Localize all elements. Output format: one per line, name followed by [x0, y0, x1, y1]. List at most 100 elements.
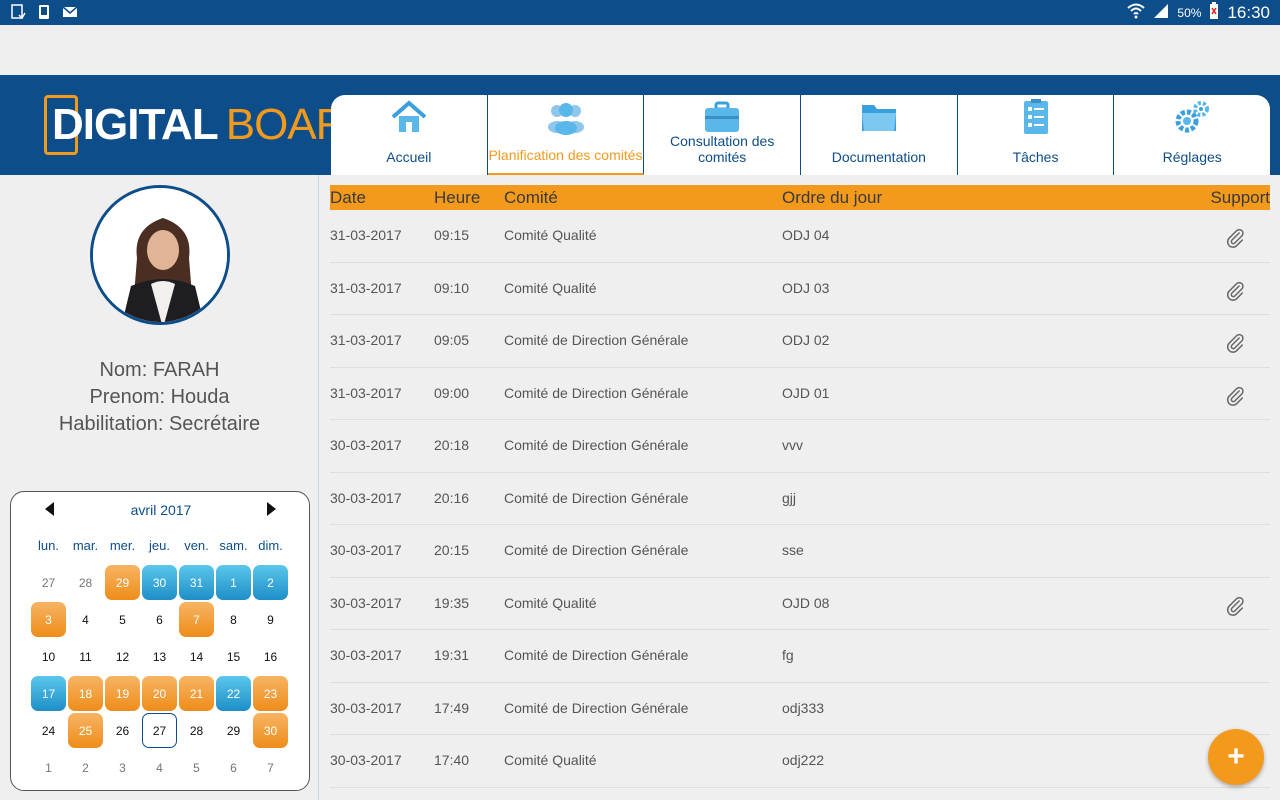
calendar-day[interactable]: 1 [215, 564, 252, 601]
calendar-day[interactable]: 1 [30, 749, 67, 786]
app-logo: DIGITAL BOARD [44, 93, 378, 157]
calendar-day[interactable]: 29 [104, 564, 141, 601]
calendar-day-number: 6 [230, 760, 237, 775]
calendar-day[interactable]: 14 [178, 638, 215, 675]
calendar: avril 2017 lun. mar. mer. jeu. ven. sam. dim. … [10, 491, 310, 791]
tab-accueil[interactable]: Accueil [331, 95, 488, 175]
wifi-icon [1127, 3, 1146, 22]
calendar-day[interactable]: 31 [178, 564, 215, 601]
calendar-day-number: 29 [226, 723, 241, 738]
attachment-icon[interactable] [1224, 227, 1246, 249]
calendar-day-number: 30 [253, 713, 288, 748]
tab-reglages[interactable]: Réglages [1114, 95, 1270, 175]
table-row[interactable]: 30-03-2017 17:49 Comité de Direction Génér… [330, 683, 1270, 735]
calendar-day-number: 2 [82, 760, 89, 775]
attachment-icon[interactable] [1224, 332, 1246, 354]
calendar-week-row: 27 28 29 30 31 1 2 [30, 564, 289, 601]
table-row[interactable]: 31-03-2017 09:00 Comité de Direction Génér… [330, 368, 1270, 420]
calendar-day[interactable]: 4 [141, 749, 178, 786]
cell-ordre-du-jour: OJD 01 [782, 384, 830, 401]
calendar-day-number: 27 [41, 575, 56, 590]
calendar-day[interactable]: 27 [141, 712, 178, 749]
previous-month-arrow-icon[interactable] [45, 502, 54, 516]
calendar-day[interactable]: 11 [67, 638, 104, 675]
calendar-day[interactable]: 20 [141, 675, 178, 712]
table-row[interactable]: 30-03-2017 17:40 Comité Qualité odj222 [330, 735, 1270, 788]
cell-heure: 17:40 [434, 752, 470, 768]
calendar-day[interactable]: 8 [215, 601, 252, 638]
calendar-day-number: 30 [142, 565, 177, 600]
cell-ordre-du-jour: gjj [782, 489, 797, 506]
calendar-day[interactable]: 21 [178, 675, 215, 712]
calendar-day[interactable]: 12 [104, 638, 141, 675]
calendar-day[interactable]: 5 [178, 749, 215, 786]
calendar-day[interactable]: 2 [67, 749, 104, 786]
cell-date: 31-03-2017 [330, 384, 402, 401]
calendar-day-number: 11 [79, 649, 92, 664]
tab-planification[interactable]: Planification des comités [487, 95, 645, 175]
tab-taches[interactable]: Tâches [958, 95, 1115, 175]
calendar-day[interactable]: 26 [104, 712, 141, 749]
tab-documentation[interactable]: Documentation [801, 95, 958, 175]
cell-date: 31-03-2017 [330, 279, 402, 296]
table-row[interactable]: 30-03-2017 20:15 Comité de Direction Génér… [330, 525, 1270, 578]
calendar-day-number: 25 [68, 713, 103, 748]
cell-heure: 20:16 [434, 489, 470, 506]
clock: 16:30 [1227, 2, 1270, 22]
calendar-day[interactable]: 22 [215, 675, 252, 712]
cell-comite: Comité de Direction Générale [504, 489, 689, 506]
table-row[interactable]: 31-03-2017 09:10 Comité Qualité ODJ 03 [330, 263, 1270, 315]
attachment-icon[interactable] [1224, 595, 1246, 617]
cell-date: 30-03-2017 [330, 542, 402, 558]
calendar-day[interactable]: 29 [215, 712, 252, 749]
calendar-day[interactable]: 28 [178, 712, 215, 749]
calendar-day[interactable]: 18 [67, 675, 104, 712]
calendar-day[interactable]: 25 [67, 712, 104, 749]
calendar-day[interactable]: 2 [252, 564, 289, 601]
table-row[interactable]: 30-03-2017 19:35 Comité Qualité OJD 08 [330, 578, 1270, 630]
calendar-day[interactable]: 30 [252, 712, 289, 749]
calendar-day[interactable]: 13 [141, 638, 178, 675]
home-icon [391, 100, 427, 132]
calendar-day[interactable]: 27 [30, 564, 67, 601]
calendar-day[interactable]: 9 [252, 601, 289, 638]
calendar-day[interactable]: 16 [252, 638, 289, 675]
header-date: Date [330, 187, 366, 207]
add-committee-button[interactable]: + [1208, 729, 1264, 785]
calendar-day[interactable]: 6 [215, 749, 252, 786]
calendar-day-number: 1 [216, 565, 251, 600]
calendar-day[interactable]: 10 [30, 638, 67, 675]
calendar-day[interactable]: 3 [30, 601, 67, 638]
calendar-day[interactable]: 23 [252, 675, 289, 712]
calendar-day[interactable]: 5 [104, 601, 141, 638]
attachment-icon[interactable] [1224, 280, 1246, 302]
calendar-day[interactable]: 7 [252, 749, 289, 786]
calendar-day[interactable]: 28 [67, 564, 104, 601]
calendar-day[interactable]: 3 [104, 749, 141, 786]
cell-ordre-du-jour: odj222 [782, 752, 825, 768]
calendar-day-number: 3 [31, 602, 66, 637]
calendar-day[interactable]: 6 [141, 601, 178, 638]
calendar-day[interactable]: 17 [30, 675, 67, 712]
table-row[interactable]: 31-03-2017 09:05 Comité de Direction Génér… [330, 315, 1270, 368]
table-row[interactable]: 30-03-2017 19:31 Comité de Direction Génér… [330, 630, 1270, 683]
weekday-label: lun. [38, 538, 59, 553]
table-row[interactable]: 31-03-2017 09:15 Comité Qualité ODJ 04 [330, 210, 1270, 263]
table-row[interactable]: 30-03-2017 20:16 Comité de Direction Génér… [330, 473, 1270, 525]
table-row[interactable]: 30-03-2017 20:18 Comité de Direction Génér… [330, 420, 1270, 473]
calendar-day[interactable]: 7 [178, 601, 215, 638]
calendar-day[interactable]: 19 [104, 675, 141, 712]
next-month-arrow-icon[interactable] [267, 502, 276, 516]
table-body: 31-03-2017 09:15 Comité Qualité ODJ 04 31-03… [330, 210, 1270, 788]
calendar-day[interactable]: 24 [30, 712, 67, 749]
cell-comite: Comité de Direction Générale [504, 384, 689, 401]
committee-table: Date Heure Comité Ordre du jour Support … [330, 185, 1270, 788]
calendar-day-number: 12 [115, 649, 130, 664]
calendar-day[interactable]: 15 [215, 638, 252, 675]
calendar-day[interactable]: 30 [141, 564, 178, 601]
calendar-day-number: 4 [82, 612, 89, 627]
tab-consultation[interactable]: Consultation des comités [644, 95, 802, 175]
calendar-day[interactable]: 4 [67, 601, 104, 638]
attachment-icon[interactable] [1224, 385, 1246, 407]
calendar-day-number: 4 [156, 760, 163, 775]
